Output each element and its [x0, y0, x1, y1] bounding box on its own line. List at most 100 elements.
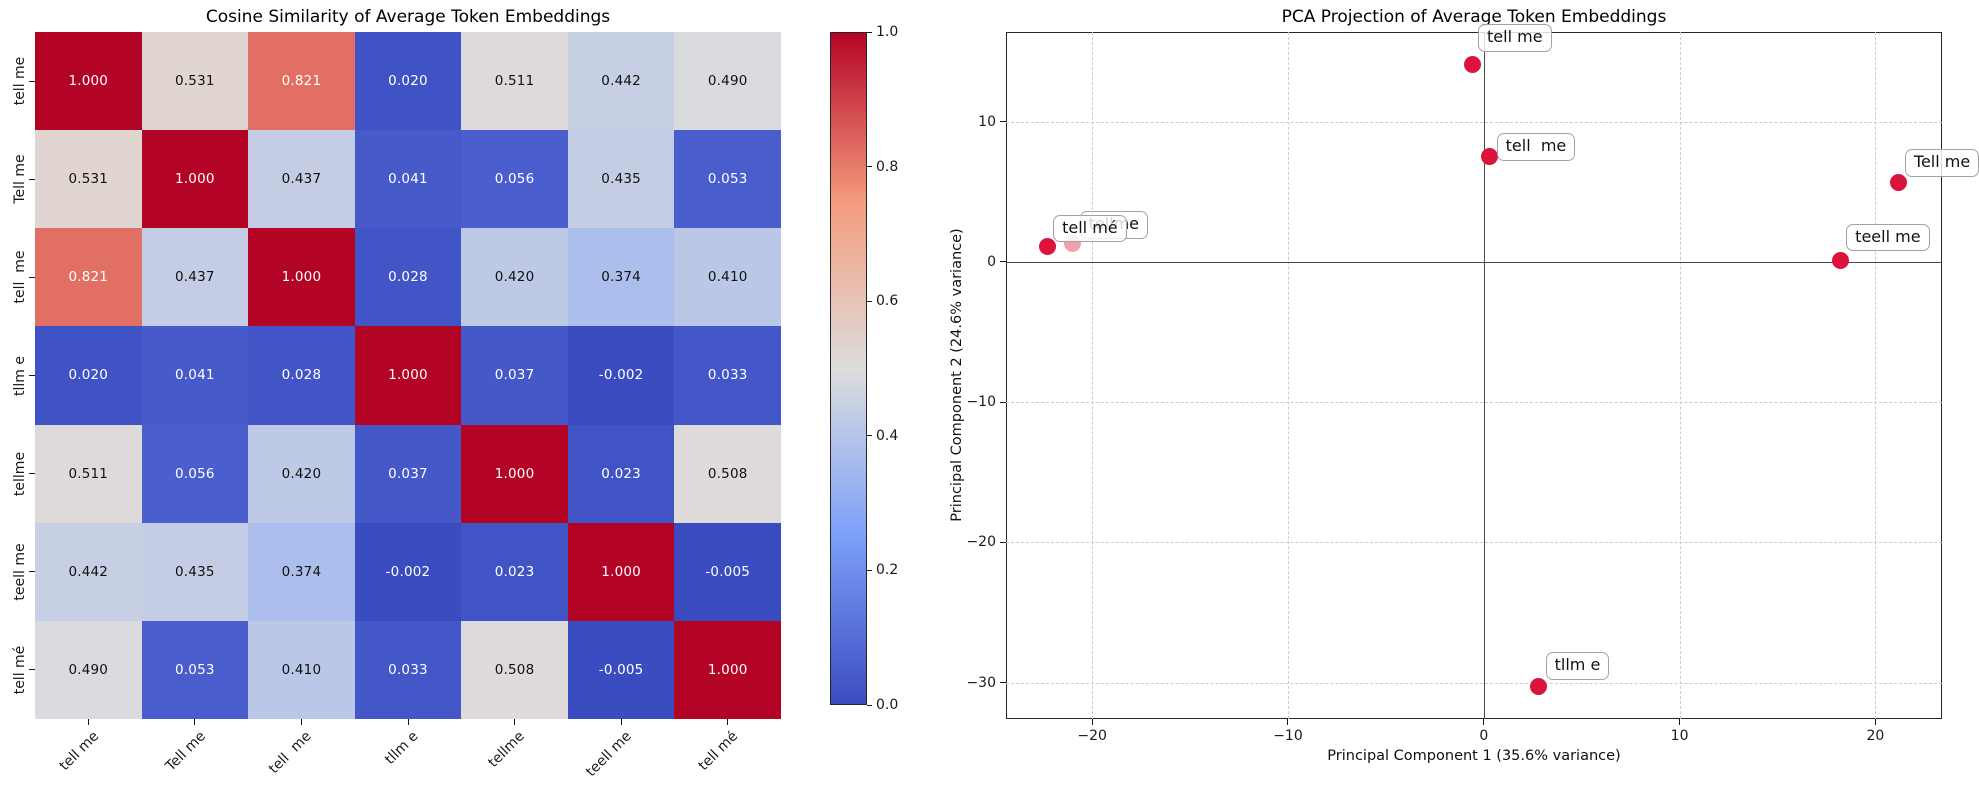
heatmap-cell: 0.033: [674, 326, 781, 425]
heatmap-row-label: tellme: [12, 451, 28, 496]
pca-x-tick-label: 10: [1670, 728, 1689, 744]
heatmap-cell: -0.005: [674, 522, 781, 621]
heatmap-x-tick: [87, 719, 89, 725]
heatmap-row-label: tell me: [12, 56, 28, 106]
point-label: tell me: [1478, 24, 1552, 53]
heatmap-row-label: tllm e: [12, 355, 28, 396]
heatmap-cell: 1.000: [674, 620, 781, 719]
heatmap-cell: 0.023: [461, 522, 568, 621]
colorbar-tick: [867, 166, 872, 168]
colorbar-tick: [867, 569, 872, 571]
pca-y-tick-label: 10: [978, 113, 996, 130]
heatmap-cell: 0.435: [141, 522, 249, 621]
heatmap-cell: 1.000: [248, 228, 355, 327]
heatmap-cell: 0.511: [35, 424, 142, 523]
gridline-vertical: [1092, 32, 1094, 719]
heatmap-cell: 0.037: [461, 326, 568, 425]
pca-y-tick-label: 0: [987, 253, 996, 270]
heatmap-col-label: tellme: [485, 728, 529, 771]
heatmap-cell: 0.056: [461, 130, 568, 229]
heatmap-cell: 1.000: [567, 522, 675, 621]
heatmap-cell: 0.041: [354, 130, 462, 229]
scatter-point: [1831, 252, 1849, 270]
gridline-horizontal: [1006, 402, 1942, 404]
heatmap-x-tick: [300, 719, 302, 725]
point-label: teell me: [1846, 223, 1930, 252]
pca-x-tick-label: −10: [1273, 728, 1303, 744]
colorbar-tick-label: 0.6: [876, 293, 899, 310]
heatmap-cell: 0.053: [141, 620, 249, 719]
heatmap-col-label: tell me: [56, 728, 102, 774]
heatmap-cell: 1.000: [35, 32, 142, 131]
heatmap-cell: 0.490: [35, 620, 142, 719]
heatmap-y-tick: [29, 80, 35, 82]
point-label: Tell me: [1904, 149, 1979, 177]
heatmap-cell: 0.821: [248, 32, 355, 131]
heatmap-row-label: Tell me: [12, 154, 28, 204]
heatmap-title: Cosine Similarity of Average Token Embed…: [205, 7, 611, 27]
pca-y-tick: [1000, 682, 1006, 684]
heatmap-cell: 1.000: [461, 424, 568, 523]
heatmap-col-label: teell me: [583, 728, 635, 781]
heatmap-cell: 0.508: [461, 620, 568, 719]
gridline-horizontal: [1006, 121, 1942, 123]
pca-axes-frame: [1006, 32, 1942, 719]
pca-x-tick: [1874, 719, 1876, 725]
heatmap-cell: -0.005: [567, 620, 675, 719]
heatmap-cell: 0.531: [35, 130, 142, 229]
heatmap-cell: 1.000: [141, 130, 249, 229]
pca-y-tick-label: −10: [966, 394, 996, 411]
colorbar-tick-label: 0.4: [876, 427, 899, 444]
heatmap-y-tick: [29, 473, 35, 475]
heatmap-cell: 0.033: [354, 620, 462, 719]
heatmap-y-tick: [29, 375, 35, 376]
heatmap-row-label: tell mé: [12, 645, 28, 695]
heatmap-cell: 0.053: [674, 130, 781, 229]
pca-x-axis-label: Principal Component 1 (35.6% variance): [1327, 748, 1621, 764]
heatmap-y-tick: [29, 669, 35, 671]
scatter-point: [1463, 55, 1481, 73]
heatmap-cell: 0.442: [567, 32, 675, 131]
heatmap-cell: 0.420: [461, 228, 568, 327]
pca-y-tick: [1000, 401, 1006, 403]
heatmap-cell: 0.374: [248, 522, 355, 621]
scatter-point: [1530, 678, 1548, 696]
colorbar-tick: [867, 300, 872, 302]
heatmap-x-tick: [194, 719, 196, 725]
pca-y-tick-label: −30: [966, 674, 996, 691]
heatmap-col-label: tell mé: [695, 728, 742, 774]
heatmap-x-tick: [620, 719, 622, 725]
colorbar-tick-label: 0.8: [876, 158, 899, 175]
colorbar-tick-label: 0.0: [876, 697, 899, 713]
heatmap-cell: 0.821: [35, 228, 142, 327]
heatmap-cell: 0.442: [35, 522, 142, 621]
point-label: tell mé: [1053, 214, 1127, 243]
pca-y-tick-label: −20: [966, 534, 996, 551]
pca-x-tick: [1287, 719, 1289, 725]
pca-y-tick: [1000, 121, 1006, 123]
heatmap-cell: 0.490: [674, 32, 781, 131]
heatmap-cell: 0.056: [141, 424, 249, 523]
heatmap-cell: 0.410: [674, 228, 781, 327]
pca-y-tick: [1000, 541, 1006, 543]
colorbar-tick: [867, 31, 872, 33]
heatmap-cell: -0.002: [354, 522, 462, 621]
heatmap-col-label: tllm e: [382, 728, 422, 768]
heatmap-cell: 0.435: [567, 130, 675, 229]
heatmap-row-label: tell me: [12, 250, 28, 304]
heatmap-cell: 0.028: [248, 326, 355, 425]
heatmap-cell: 0.410: [248, 620, 355, 719]
colorbar-tick-label: 1.0: [876, 24, 899, 40]
heatmap-y-tick: [29, 276, 35, 278]
colorbar-tick-label: 0.2: [876, 562, 899, 579]
zero-line-horizontal: [1006, 261, 1942, 263]
heatmap-row-label: teell me: [12, 543, 28, 601]
scatter-point: [1481, 148, 1499, 166]
heatmap-cell: 0.508: [674, 424, 781, 523]
heatmap-y-tick: [29, 178, 35, 180]
gridline-horizontal: [1006, 682, 1942, 684]
heatmap-cell: 0.374: [567, 228, 675, 327]
pca-title: PCA Projection of Average Token Embeddin…: [1281, 7, 1667, 27]
colorbar-tick: [867, 704, 872, 706]
